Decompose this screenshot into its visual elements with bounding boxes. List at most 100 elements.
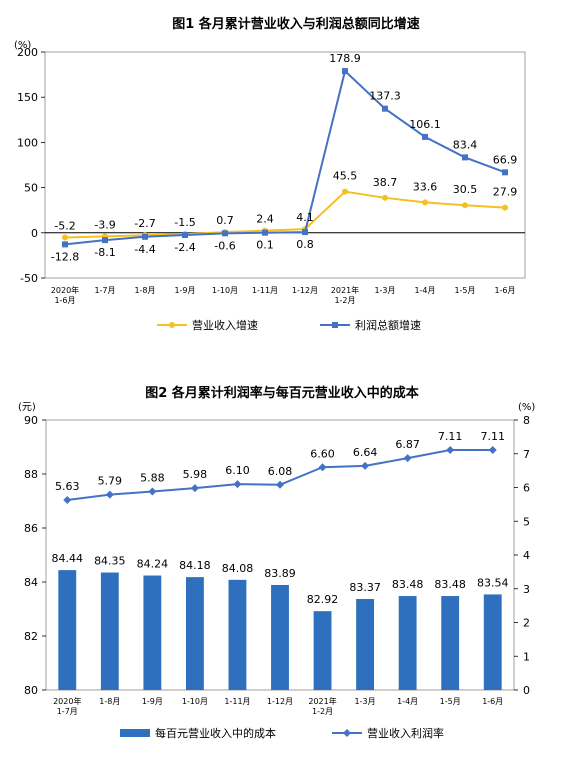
chart1-revenue-data-label: -2.7 (134, 217, 155, 230)
chart2-bar (143, 575, 162, 690)
chart2-x-tick-label: 1-5月 (440, 697, 461, 706)
chart1-series-line-profit (64, 69, 506, 246)
chart2-legend-bar-label: 每百元营业收入中的成本 (155, 726, 276, 740)
chart1-profit-point (182, 231, 188, 238)
chart1-y-tick-label: -50 (20, 272, 38, 285)
chart1-x-tick-label: 1-5月 (454, 286, 475, 295)
chart2-line-data-label: 6.64 (353, 446, 378, 459)
chart2-y-unit-left: (元) (18, 402, 36, 413)
chart1-plot-frame (44, 51, 526, 279)
chart2-bar (185, 577, 204, 690)
chart1-legend-revenue-marker (169, 322, 175, 328)
chart2-line-data-label: 7.11 (480, 430, 505, 443)
chart2-x-tick-label: 2020年 (53, 696, 81, 706)
chart2-profit-rate-point (276, 480, 284, 489)
chart2-x-tick-label: 1-8月 (99, 697, 120, 706)
chart2-title: 图2 各月累计利润率与每百元营业收入中的成本 (145, 385, 419, 401)
chart2-bar (100, 572, 119, 690)
chart2-y-right-tick-label: 0 (523, 684, 530, 697)
chart2-bar-data-label: 83.48 (392, 578, 424, 591)
chart1-profit-data-label: -2.4 (174, 241, 195, 254)
chart1-profit-data-label: 83.4 (453, 138, 478, 151)
chart2-line-data-label: 5.79 (98, 475, 123, 488)
chart1-profit-data-label: -0.6 (214, 239, 235, 252)
chart2-y-right-tick-label: 1 (523, 650, 530, 663)
chart2-profit-rate-point (488, 446, 497, 455)
chart2-bar (356, 599, 375, 690)
chart1-revenue-data-label: 45.5 (333, 170, 358, 183)
chart1-x-tick-label: 2021年 (331, 285, 359, 295)
chart2-y-left-tick-label: 88 (24, 468, 38, 481)
chart2-y-left-tick-label: 86 (24, 522, 38, 535)
chart1-profit-data-label: 137.3 (369, 90, 401, 103)
chart2-bar (441, 596, 460, 690)
chart2-x-tick-label: 1-7月 (57, 707, 78, 716)
chart2-bar-data-label: 83.89 (264, 567, 296, 580)
chart1-revenue-point (462, 202, 468, 209)
chart2-x-tick-label: 1-2月 (312, 707, 333, 716)
chart2-bar-data-label: 84.24 (137, 558, 169, 571)
chart1-revenue-data-label: 2.4 (256, 213, 274, 226)
chart1-y-tick-label: 150 (17, 91, 38, 104)
chart1-y-tick-label: 200 (17, 46, 38, 59)
chart2-legend-line-label: 营业收入利润率 (367, 726, 444, 740)
chart2-y-right-tick-label: 2 (523, 617, 530, 630)
chart1-profit-point (422, 133, 428, 140)
chart1-revenue-point (62, 234, 68, 241)
chart1-y-unit: (%) (14, 40, 31, 51)
chart2-line-data-label: 5.63 (55, 480, 80, 493)
chart2-y-left-tick-label: 84 (24, 576, 38, 589)
chart2-line-data-label: 5.98 (183, 468, 208, 481)
chart2-y-right-tick-label: 3 (523, 583, 530, 596)
chart1-x-tick-label: 1-2月 (334, 296, 355, 305)
chart1-series-line-revenue (64, 190, 506, 239)
chart2-line-data-label: 7.11 (438, 430, 463, 443)
chart2-profit-rate-point (105, 490, 114, 499)
chart1-y-tick-label: 0 (31, 227, 38, 240)
chart2-legend-bar-swatch (120, 729, 150, 737)
chart2-bar (483, 594, 502, 690)
chart2-y-left-tick-label: 82 (24, 630, 38, 643)
chart2-profit-rate-point (190, 484, 199, 493)
chart1-revenue-point (422, 199, 428, 206)
chart1-profit-point (302, 229, 308, 236)
chart1-profit-data-label: -4.4 (134, 243, 155, 256)
chart1-revenue-data-label: 27.9 (493, 186, 518, 199)
chart2-profit-rate-point (148, 487, 157, 496)
chart1-revenue-data-label: -3.9 (94, 218, 115, 231)
chart2-bar-data-label: 83.48 (434, 578, 466, 591)
chart1-legend-revenue-label: 营业收入增速 (192, 318, 258, 332)
chart2-bar-data-label: 83.54 (477, 576, 509, 589)
chart2-bar (228, 579, 247, 690)
chart2-bar-data-label: 84.18 (179, 559, 211, 572)
chart1-profit-point (62, 241, 68, 248)
chart2-profit-rate-point (233, 480, 242, 489)
chart1-x-tick-label: 1-9月 (174, 286, 195, 295)
chart1-x-tick-label: 1-6月 (494, 286, 515, 295)
chart2-x-tick-label: 2021年 (308, 696, 336, 706)
chart1-legend-profit-marker (332, 322, 338, 328)
chart1-profit-point (462, 154, 468, 161)
chart2-profit-rate-point (318, 463, 327, 472)
chart1-x-tick-label: 1-4月 (414, 286, 435, 295)
chart1-revenue-point (382, 194, 388, 201)
chart1-x-tick-label: 2020年 (51, 285, 79, 295)
chart1-profit-point (262, 229, 268, 236)
chart2-bar (398, 596, 417, 690)
chart1-profit-point (342, 68, 348, 75)
chart1-revenue-data-label: 0.7 (216, 214, 234, 227)
chart1-profit-data-label: 66.9 (493, 153, 518, 166)
chart1-x-tick-label: 1-8月 (134, 286, 155, 295)
chart1-revenue-data-label: 30.5 (453, 183, 478, 196)
chart2-x-tick-label: 1-4月 (397, 697, 418, 706)
chart1-revenue-point (342, 188, 348, 195)
chart2-x-tick-label: 1-10月 (182, 697, 208, 706)
chart2-bar (271, 584, 289, 690)
chart2-y-right-tick-label: 4 (523, 549, 530, 562)
chart2-bar-data-label: 84.44 (52, 552, 84, 565)
chart1-x-tick-label: 1-10月 (212, 286, 238, 295)
chart1-revenue-data-label: -1.5 (174, 216, 195, 229)
chart2-bar-data-label: 84.08 (222, 562, 254, 575)
